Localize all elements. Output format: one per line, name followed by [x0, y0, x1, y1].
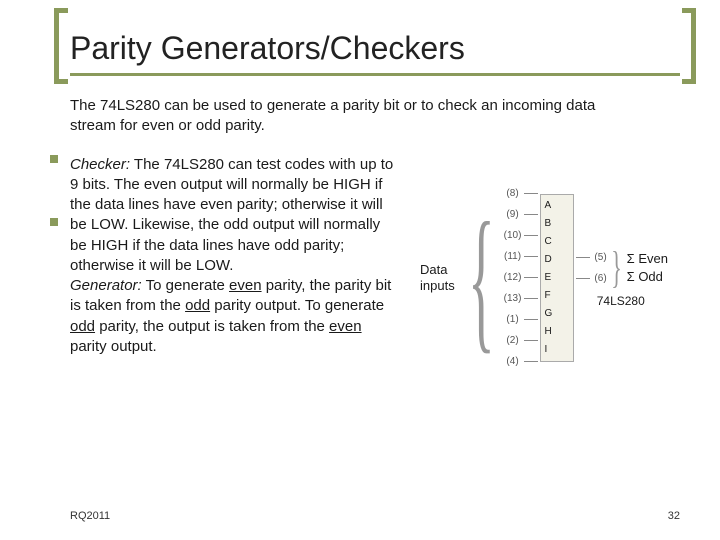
checker-label: Checker:	[70, 156, 130, 173]
pin-number: (8)	[502, 188, 524, 199]
pin-row: (8)	[502, 185, 538, 203]
pin-line	[524, 340, 538, 341]
chip-pin-label: D	[545, 251, 569, 269]
pin-row: (11)	[502, 248, 538, 266]
pin-line	[524, 214, 538, 215]
pin-line	[524, 298, 538, 299]
pin-row: (6)	[576, 269, 612, 287]
outputs-label: Σ EvenΣ Odd	[627, 250, 668, 285]
pin-number: (5)	[590, 252, 612, 263]
checker-text: The 74LS280 can test codes with up to 9 …	[70, 156, 393, 274]
pin-line	[576, 257, 590, 258]
chip-wrap: (8) (9) (10) (11) (12) (13) (1) (2) (4) ABCDEFGH…	[502, 185, 668, 371]
chip-diagram: Data inputs { (8)(9)(10)(11)(12)(13)(1)(…	[408, 185, 680, 371]
page-title: Parity Generators/Checkers	[70, 30, 680, 76]
title-block: Parity Generators/Checkers	[70, 30, 680, 76]
pin-row: (12)	[502, 269, 538, 287]
pin-number: (2)	[502, 335, 524, 346]
pin-number: (6)	[590, 273, 612, 284]
data-inputs-label: Data inputs	[420, 262, 455, 293]
pin-row: (1)	[502, 311, 538, 329]
pin-number: (9)	[502, 209, 524, 220]
chip-name: 74LS280	[597, 294, 645, 308]
footer-left: RQ2011	[70, 510, 110, 522]
chip-pin-label: A	[545, 197, 569, 215]
right-column: (5) (6) } Σ EvenΣ Odd 74LS280	[574, 248, 668, 308]
output-label: Σ Even	[627, 250, 668, 268]
data-inputs-label-2: inputs	[420, 278, 455, 293]
chip-pin-label: F	[545, 287, 569, 305]
chip-pin-label: H	[545, 323, 569, 341]
output-label: Σ Odd	[627, 268, 668, 286]
pin-line	[524, 235, 538, 236]
intro-text: The 74LS280 can be used to generate a pa…	[70, 96, 630, 137]
bullet-icon	[50, 155, 58, 163]
pin-line	[524, 193, 538, 194]
footer-right: 32	[668, 510, 680, 522]
chip-pin-label: C	[545, 233, 569, 251]
pin-number: (10)	[502, 230, 524, 241]
chip-pin-label: G	[545, 305, 569, 323]
pin-number: (4)	[502, 356, 524, 367]
right-pins-block: (5) (6) } Σ EvenΣ Odd	[574, 248, 668, 288]
body-text: Checker: The 74LS280 can test codes with…	[70, 155, 400, 358]
data-inputs-label-1: Data	[420, 262, 447, 277]
bracket-right-decor	[682, 8, 696, 84]
pin-number: (12)	[502, 272, 524, 283]
pin-row: (4)	[502, 353, 538, 371]
footer: RQ2011 32	[70, 510, 680, 522]
gen-odd2: odd	[70, 318, 95, 335]
brace-right-icon: }	[611, 248, 622, 288]
body-row: Checker: The 74LS280 can test codes with…	[70, 155, 680, 371]
pin-line	[524, 256, 538, 257]
chip-pin-label: E	[545, 269, 569, 287]
pin-number: (11)	[502, 251, 524, 262]
pin-line	[524, 277, 538, 278]
pins-right: (5) (6)	[576, 248, 612, 287]
chip-body: ABCDEFGHI	[540, 194, 574, 362]
pin-line	[524, 361, 538, 362]
pin-row: (10)	[502, 227, 538, 245]
gen-even2: even	[329, 318, 362, 335]
gen-text-5: parity output.	[70, 338, 157, 355]
chip-pin-label: B	[545, 215, 569, 233]
pin-line	[524, 319, 538, 320]
pins-left: (8) (9) (10) (11) (12) (13) (1) (2) (4)	[502, 185, 538, 371]
pin-row: (9)	[502, 206, 538, 224]
pin-row: (2)	[502, 332, 538, 350]
chip-pin-label: I	[545, 341, 569, 359]
pin-row: (5)	[576, 248, 612, 266]
generator-label: Generator:	[70, 277, 142, 294]
pin-line	[576, 278, 590, 279]
pin-row: (13)	[502, 290, 538, 308]
pin-number: (1)	[502, 314, 524, 325]
gen-text-4: parity, the output is taken from the	[95, 318, 329, 335]
gen-text-3: parity output. To generate	[210, 297, 384, 314]
bullet-icon	[50, 218, 58, 226]
gen-odd: odd	[185, 297, 210, 314]
brace-left-icon: {	[468, 198, 495, 358]
bracket-left-decor	[54, 8, 68, 84]
gen-even: even	[229, 277, 262, 294]
gen-text-1: To generate	[142, 277, 229, 294]
pin-number: (13)	[502, 293, 524, 304]
